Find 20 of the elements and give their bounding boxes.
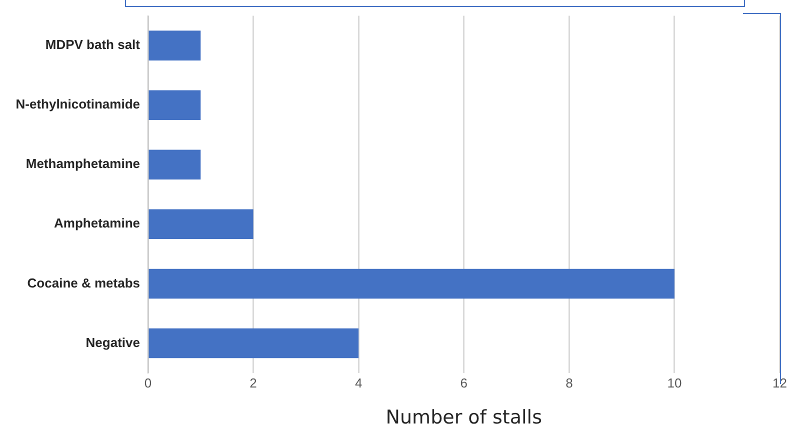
y-tick-label: Amphetamine (54, 216, 140, 231)
x-tick-label: 12 (772, 375, 788, 390)
bar (148, 90, 201, 120)
bar (148, 209, 254, 240)
bar (148, 30, 201, 60)
bar (148, 328, 359, 358)
y-tick-label: Cocaine & metabs (27, 275, 140, 290)
x-axis-title: Number of stalls (386, 406, 542, 429)
y-tick-label: MDPV bath salt (45, 37, 141, 52)
x-tick-label: 6 (460, 375, 468, 390)
x-tick-label: 2 (250, 375, 257, 390)
x-tick-label: 8 (566, 375, 573, 390)
x-tick-label: 10 (667, 375, 682, 390)
y-tick-label: N-ethylnicotinamide (16, 96, 140, 112)
y-tick-label: Negative (86, 334, 140, 350)
x-tick-label: 0 (144, 375, 152, 390)
bar (148, 150, 201, 180)
bar (148, 268, 674, 299)
y-tick-label: Methamphetamine (26, 156, 140, 172)
x-tick-label: 4 (354, 375, 362, 390)
